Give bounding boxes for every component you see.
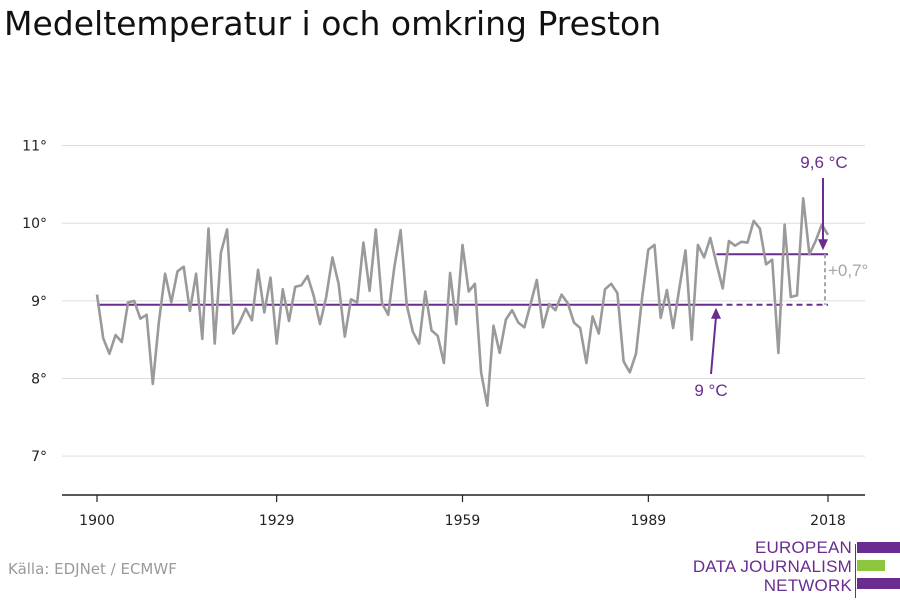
temperature-line (95, 197, 830, 408)
x-tick-label: 1929 (259, 513, 295, 529)
x-tick-label: 2018 (810, 513, 846, 529)
logo-line-2: DATA JOURNALISM (692, 557, 852, 576)
logo-line-1: EUROPEAN (754, 538, 852, 557)
annotation-recent-label: 9,6 °C (800, 153, 847, 172)
logo-bar-purple-top (857, 542, 900, 553)
y-tick-label: 9° (31, 294, 47, 310)
x-tick-label: 1900 (79, 513, 115, 529)
x-tick-label: 1989 (631, 513, 667, 529)
logo-bar-green (857, 560, 885, 571)
y-tick-label: 10° (22, 216, 47, 232)
annotation-difference-label: +0,7° (828, 261, 868, 280)
source-label: Källa: EDJNet / ECMWF (8, 560, 177, 578)
annotation-baseline-label: 9 °C (694, 381, 727, 400)
gridlines (62, 145, 865, 457)
annotation-recent-arrowhead (818, 239, 828, 251)
edjnet-logo[interactable]: EUROPEAN DATA JOURNALISM NETWORK (693, 538, 900, 598)
x-tick-label: 1959 (445, 513, 481, 529)
chart-title: Medeltemperatur i och omkring Preston (4, 4, 662, 43)
annotation-baseline-arrow-shaft (710, 316, 717, 375)
logo-divider (855, 544, 856, 598)
annotations: 9 °C 9,6 °C +0,7° (694, 153, 868, 400)
annotation-baseline-arrowhead (711, 307, 721, 319)
y-tick-label: 11° (22, 139, 47, 155)
axes: 7° 8° 9° 10° 11° 1900 1929 1959 1989 2018 (22, 139, 865, 529)
y-tick-label: 8° (31, 372, 47, 388)
logo-bar-purple-bottom (857, 578, 900, 589)
y-tick-label: 7° (31, 449, 47, 465)
temperature-series (95, 197, 830, 408)
logo-line-3: NETWORK (763, 576, 852, 595)
